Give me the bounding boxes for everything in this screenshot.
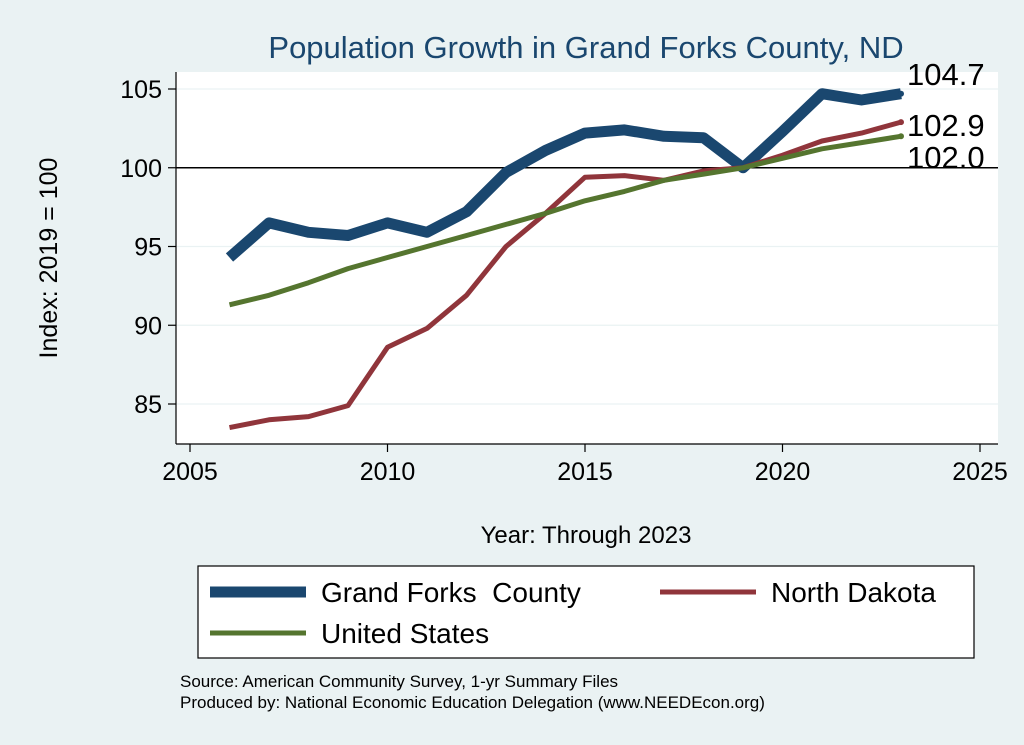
series-end-point-1 <box>898 119 904 126</box>
chart-title: Population Growth in Grand Forks County,… <box>268 30 903 65</box>
producer-note: Produced by: National Economic Education… <box>180 693 765 712</box>
y-tick-label: 100 <box>120 155 162 183</box>
x-tick-label: 2020 <box>755 458 811 486</box>
x-tick-label: 2010 <box>360 458 416 486</box>
series-end-point-0 <box>898 90 904 97</box>
y-tick-label: 95 <box>134 234 162 262</box>
series-line-2 <box>228 133 902 308</box>
legend: Grand Forks County North Dakota United Sta… <box>210 577 936 649</box>
x-axis-label: Year: Through 2023 <box>481 522 692 549</box>
x-axis-ticks: 2005 2010 2015 2020 2025 <box>162 444 1008 486</box>
y-axis-ticks: 85 90 95 100 105 <box>120 76 176 419</box>
legend-label: North Dakota <box>771 577 936 608</box>
series-line-1 <box>229 119 902 431</box>
x-tick-label: 2025 <box>952 458 1008 486</box>
x-tick-label: 2015 <box>557 458 613 486</box>
series-line-0 <box>225 88 902 262</box>
end-value-label: 102.9 <box>907 108 985 143</box>
y-tick-label: 85 <box>134 391 162 419</box>
series-lines <box>225 88 904 431</box>
end-value-label: 102.0 <box>907 140 985 175</box>
legend-box <box>197 565 975 659</box>
legend-label: United States <box>321 618 489 649</box>
source-note: Source: American Community Survey, 1-yr … <box>180 672 618 691</box>
series-end-point-2 <box>898 133 904 140</box>
end-value-label: 104.7 <box>907 57 985 92</box>
legend-label: Grand Forks County <box>321 577 581 608</box>
y-tick-label: 105 <box>120 76 162 104</box>
y-tick-label: 90 <box>134 312 162 340</box>
x-tick-label: 2005 <box>162 458 218 486</box>
y-axis-label: Index: 2019 = 100 <box>35 158 63 359</box>
